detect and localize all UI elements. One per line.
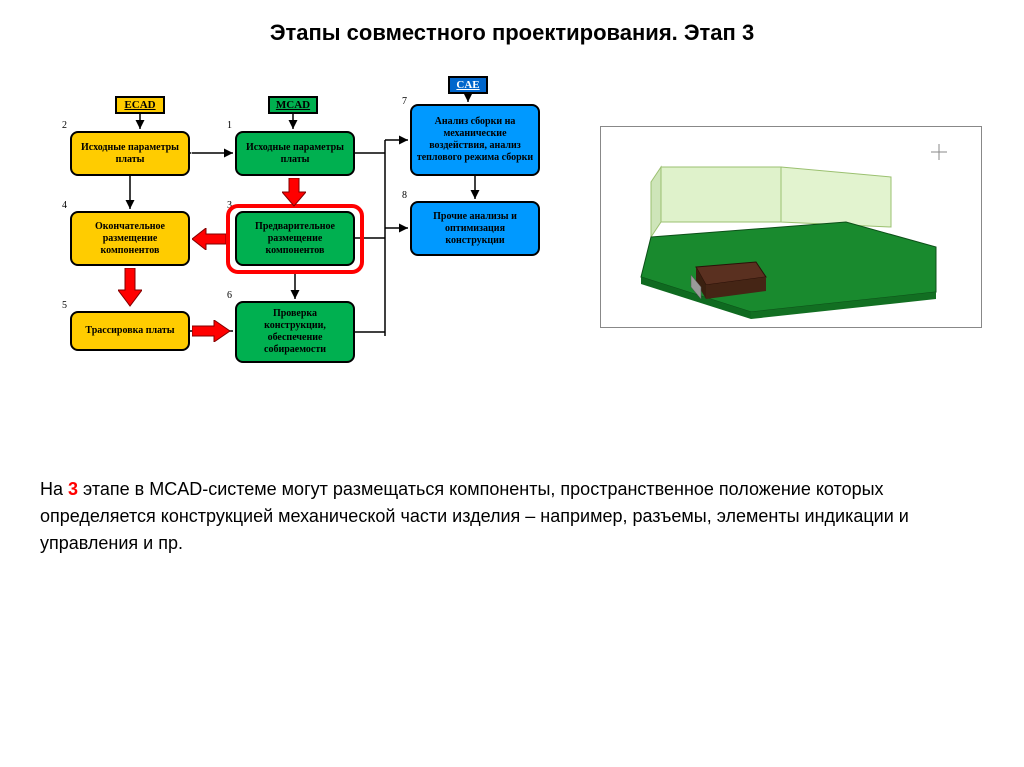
header-ecad: ECAD [115, 96, 165, 114]
box-8: Прочие анализы и оптимизация конструкции [410, 201, 540, 256]
box-4-label: Окончательное размещение компонентов [76, 221, 184, 257]
caption-num: 3 [68, 479, 78, 499]
content-row: ECAD MCAD CAE 2 Исходные параметры платы… [40, 76, 984, 416]
pcb-svg [601, 127, 981, 327]
box-3: Предварительное размещение компонентов [235, 211, 355, 266]
header-cae: CAE [448, 76, 488, 94]
num-8: 8 [402, 190, 407, 201]
box-3-label: Предварительное размещение компонентов [241, 221, 349, 257]
num-4: 4 [62, 200, 67, 211]
red-arrow-left [192, 228, 226, 250]
num-3: 3 [227, 200, 232, 211]
box-1-label: Исходные параметры платы [241, 142, 349, 166]
box-1: Исходные параметры платы [235, 131, 355, 176]
header-cae-label: CAE [456, 79, 479, 91]
caption-text: этапе в MCAD-системе могут размещаться к… [40, 479, 909, 553]
box-5: Трассировка платы [70, 311, 190, 351]
box-6-label: Проверка конструкции, обеспечение собира… [241, 308, 349, 356]
red-arrow-down-2 [118, 268, 142, 308]
pcb-illustration [600, 126, 982, 328]
num-6: 6 [227, 290, 232, 301]
box-8-label: Прочие анализы и оптимизация конструкции [416, 211, 534, 247]
box-2-label: Исходные параметры платы [76, 142, 184, 166]
box-4: Окончательное размещение компонентов [70, 211, 190, 266]
num-2: 2 [62, 120, 67, 131]
header-mcad-label: MCAD [276, 99, 310, 111]
num-1: 1 [227, 120, 232, 131]
header-ecad-label: ECAD [124, 99, 155, 111]
box-7-label: Анализ сборки на механические воздействи… [416, 116, 534, 164]
num-5: 5 [62, 300, 67, 311]
page-title: Этапы совместного проектирования. Этап 3 [40, 20, 984, 46]
caption-prefix: На [40, 479, 68, 499]
num-7: 7 [402, 96, 407, 107]
box-2: Исходные параметры платы [70, 131, 190, 176]
red-arrow-down-1 [282, 178, 306, 208]
box-6: Проверка конструкции, обеспечение собира… [235, 301, 355, 363]
caption: На 3 этапе в MCAD-системе могут размещат… [40, 476, 984, 557]
header-mcad: MCAD [268, 96, 318, 114]
flowchart: ECAD MCAD CAE 2 Исходные параметры платы… [40, 76, 560, 416]
box-5-label: Трассировка платы [85, 325, 174, 337]
red-arrow-right [192, 320, 232, 342]
box-7: Анализ сборки на механические воздействи… [410, 104, 540, 176]
